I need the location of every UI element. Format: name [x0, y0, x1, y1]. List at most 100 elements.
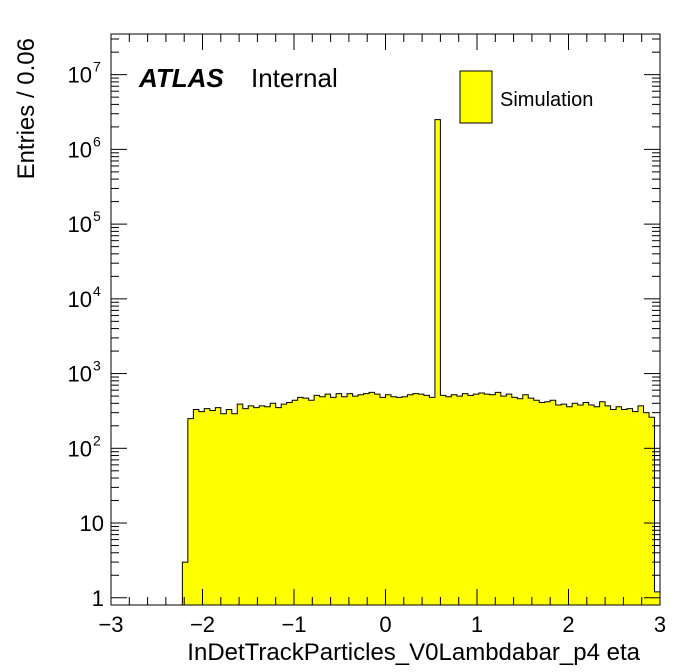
- histogram-bar: [418, 394, 425, 605]
- histogram-bar: [215, 407, 222, 605]
- y-axis-label: Entries / 0.06: [13, 38, 40, 179]
- y-tick-exponent: 7: [93, 59, 101, 75]
- histogram-bar: [330, 397, 337, 605]
- histogram-bar: [292, 400, 299, 605]
- histogram-bar: [385, 394, 392, 605]
- x-tick-label: 1: [471, 612, 483, 637]
- histogram-bar: [649, 417, 655, 605]
- x-tick-labels: −3 −2 −1 0 1 2 3: [98, 612, 666, 637]
- histogram-bar: [489, 394, 496, 605]
- histogram-bar: [500, 396, 507, 605]
- histogram-bar: [231, 413, 238, 605]
- histogram-bar: [396, 397, 403, 605]
- histogram-bar: [352, 396, 359, 605]
- histogram-bar: [533, 400, 540, 605]
- histogram-bar: [522, 394, 529, 605]
- x-tick-label: −3: [98, 612, 123, 637]
- legend-swatch: [459, 70, 493, 124]
- y-tick-label: 10: [68, 63, 92, 88]
- histogram-bar: [204, 408, 211, 605]
- histogram-bar: [517, 398, 524, 605]
- histogram-bar: [484, 394, 491, 605]
- y-tick-exponent: 5: [93, 208, 101, 224]
- histogram-bar: [467, 395, 474, 605]
- x-tick-label: 3: [654, 612, 666, 637]
- histogram-bar: [253, 407, 260, 605]
- histogram-bar: [220, 413, 227, 605]
- histogram-bar: [616, 406, 622, 605]
- y-tick-exponent: 2: [93, 432, 101, 448]
- y-tick-exponent: 4: [93, 283, 101, 299]
- y-tick-label: 10: [80, 511, 104, 536]
- histogram-bars: [181, 119, 661, 605]
- histogram-bar: [363, 393, 370, 605]
- histogram-bar: [577, 404, 584, 605]
- histogram-bar: [209, 410, 216, 605]
- axis-ticks: [110, 34, 661, 605]
- y-tick-label: 10: [68, 212, 92, 237]
- histogram-bar: [605, 405, 611, 605]
- histogram-bar: [643, 412, 650, 605]
- histogram-bar: [248, 405, 255, 605]
- histogram-bar: [319, 396, 326, 605]
- histogram-bar: [654, 591, 661, 605]
- histogram-bar: [456, 396, 463, 605]
- histogram-bar: [198, 411, 205, 605]
- histogram-bar: [583, 402, 590, 605]
- histogram-bar: [347, 393, 353, 605]
- plot-frame: [110, 33, 661, 606]
- x-tick-label: 0: [379, 612, 391, 637]
- histogram-bar: [308, 400, 315, 605]
- y-tick-label: 10: [68, 287, 92, 312]
- y-tick-label: 10: [68, 362, 92, 387]
- histogram-bar: [226, 409, 233, 605]
- histogram-bar: [434, 119, 441, 605]
- atlas-status-text: Internal: [251, 63, 338, 93]
- histogram-bar: [550, 400, 557, 605]
- histogram-bar: [621, 409, 628, 605]
- histogram-bar: [297, 397, 304, 605]
- x-tick-label: −1: [281, 612, 306, 637]
- histogram-bar: [440, 395, 447, 605]
- histogram-bar: [314, 395, 321, 605]
- histogram-bar: [325, 394, 331, 605]
- legend-label: Simulation: [500, 89, 593, 111]
- histogram-bar: [561, 404, 568, 605]
- histogram-bar: [242, 408, 249, 605]
- legend: Simulation: [459, 70, 593, 124]
- histogram-bar: [281, 404, 288, 605]
- histogram-bar: [473, 394, 480, 605]
- y-tick-label: 1: [92, 586, 104, 611]
- histogram-bar: [445, 396, 452, 605]
- x-tick-label: 2: [562, 612, 574, 637]
- histogram-bar: [380, 397, 386, 605]
- histogram-bar: [358, 394, 364, 605]
- histogram-outline: [181, 119, 661, 605]
- histogram-bar: [401, 396, 408, 605]
- histogram-bar: [572, 403, 579, 605]
- histogram-bar: [237, 404, 244, 605]
- y-tick-exponent: 3: [93, 358, 101, 374]
- histogram-bar: [187, 418, 194, 605]
- histogram-bar: [495, 392, 502, 605]
- x-axis-label: InDetTrackParticles_V0Lambdabar_p4 eta: [187, 639, 640, 666]
- histogram-bar: [478, 392, 485, 605]
- y-tick-label: 10: [68, 436, 92, 461]
- histogram-bar: [423, 395, 430, 605]
- histogram-bar: [412, 393, 419, 605]
- histogram-bar: [341, 396, 348, 605]
- histogram-bar: [369, 392, 375, 605]
- histogram-bar: [528, 398, 535, 605]
- histogram-bar: [588, 404, 595, 605]
- histogram-bar: [462, 393, 469, 605]
- histogram-bar: [451, 394, 458, 605]
- histogram-bar: [566, 406, 573, 605]
- histogram-bar: [275, 407, 282, 605]
- y-tick-label: 10: [68, 137, 92, 162]
- histogram-bar: [374, 394, 381, 605]
- histogram-bar: [544, 401, 551, 605]
- histogram-bar: [270, 403, 277, 605]
- histogram-bar: [555, 404, 562, 605]
